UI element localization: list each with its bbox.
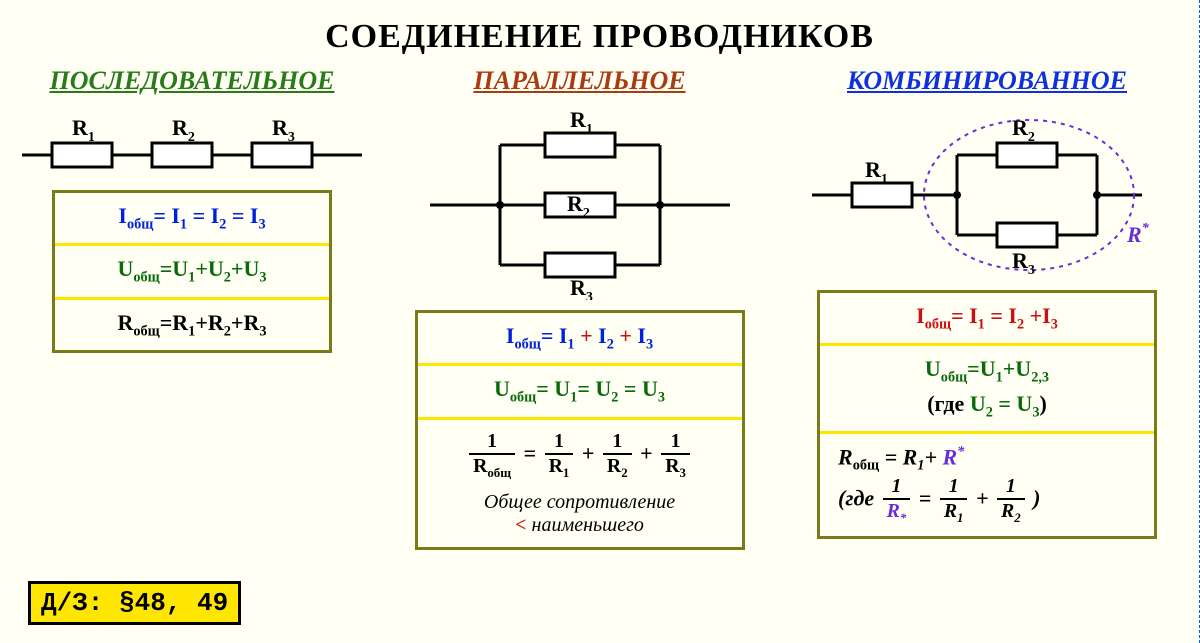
svg-text:R3: R3 <box>570 275 593 300</box>
combined-current: Iобщ= I1 = I2 +I3 <box>820 293 1154 346</box>
combined-resistance: Rобщ = R1+ R* (где 1R* = 1R1 + 1R2 ) <box>820 434 1154 536</box>
svg-text:R2: R2 <box>1012 115 1035 145</box>
diagram-parallel: R1 R2 R3 <box>430 110 730 300</box>
formulas-combined: Iобщ= I1 = I2 +I3 Uобщ=U1+U2,3 (где U2 =… <box>817 290 1157 539</box>
series-resistance: Rобщ=R1+R2+R3 <box>55 300 329 350</box>
formulas-series: Iобщ= I1 = I2 = I3 Uобщ=U1+U2+U3 Rобщ=R1… <box>52 190 332 353</box>
combined-voltage: Uобщ=U1+U2,3 (где U2 = U3) <box>820 346 1154 434</box>
svg-text:R1: R1 <box>72 115 95 145</box>
series-voltage: Uобщ=U1+U2+U3 <box>55 246 329 299</box>
heading-parallel: ПАРАЛЛЕЛЬНОЕ <box>473 66 685 96</box>
parallel-resistance: 1Rобщ = 1R1 + 1R2 + 1R3 Общее сопротивле… <box>418 420 742 547</box>
diagram-series: R1 R2 R3 <box>22 110 362 180</box>
series-current: Iобщ= I1 = I2 = I3 <box>55 193 329 246</box>
parallel-voltage: Uобщ= U1= U2 = U3 <box>418 366 742 419</box>
combined-where-pre: (где <box>927 391 970 416</box>
svg-text:R2: R2 <box>172 115 195 145</box>
svg-text:R3: R3 <box>1012 248 1035 278</box>
col-series: ПОСЛЕДОВАТЕЛЬНОЕ R1 R2 R3 Iобщ= I1 = I2 … <box>12 66 372 550</box>
homework-box: Д/З: §48, 49 <box>28 581 241 625</box>
parallel-note1: Общее сопротивление <box>428 491 732 514</box>
parallel-current: Iобщ= I1 + I2 + I3 <box>418 313 742 366</box>
heading-series: ПОСЛЕДОВАТЕЛЬНОЕ <box>50 66 335 96</box>
diagram-combined: R1 R2 R3 R* <box>807 110 1167 280</box>
col-parallel: ПАРАЛЛЕЛЬНОЕ R <box>380 66 780 550</box>
formulas-parallel: Iобщ= I1 + I2 + I3 Uобщ= U1= U2 = U3 1Rо… <box>415 310 745 550</box>
columns: ПОСЛЕДОВАТЕЛЬНОЕ R1 R2 R3 Iобщ= I1 = I2 … <box>0 56 1199 550</box>
parallel-note2-text: наименьшего <box>532 514 644 536</box>
combined-where-post: ) <box>1039 391 1046 416</box>
page-title: СОЕДИНЕНИЕ ПРОВОДНИКОВ <box>0 0 1199 56</box>
heading-combined: КОМБИНИРОВАННОЕ <box>847 66 1127 96</box>
svg-text:R*: R* <box>1126 221 1150 247</box>
svg-text:R3: R3 <box>272 115 295 145</box>
col-combined: КОМБИНИРОВАННОЕ R1 <box>787 66 1187 550</box>
parallel-note2: < наименьшего <box>428 514 732 537</box>
